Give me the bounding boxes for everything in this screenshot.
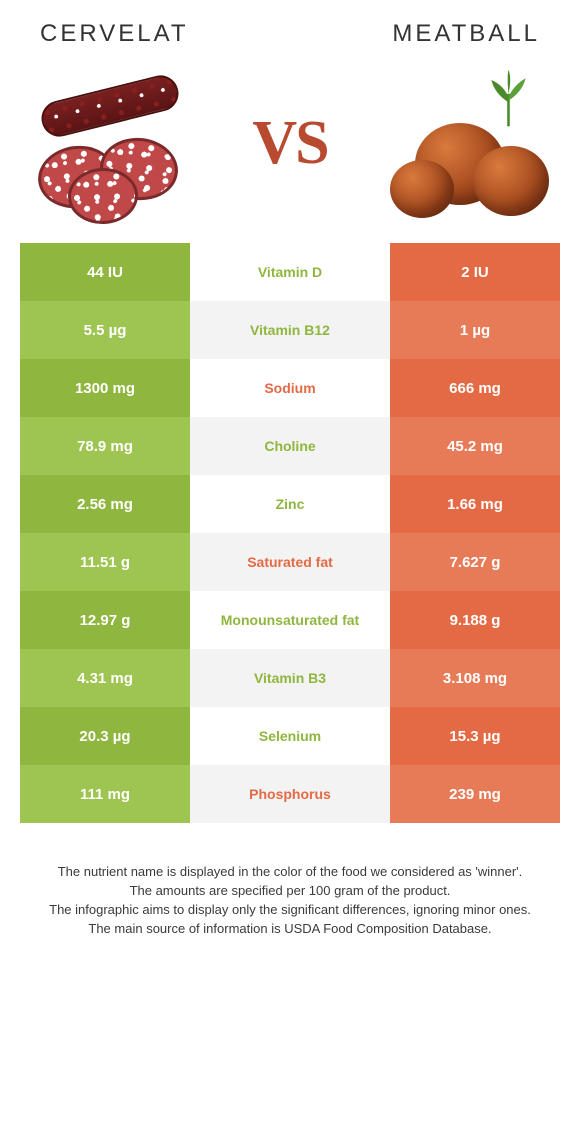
meatball-icon — [390, 160, 454, 218]
cell-right-value: 2 IU — [390, 243, 560, 301]
footnote-line: The main source of information is USDA F… — [20, 920, 560, 939]
footnote-line: The infographic aims to display only the… — [20, 901, 560, 920]
table-row: 44 IUVitamin D2 IU — [20, 243, 560, 301]
cell-right-value: 1.66 mg — [390, 475, 560, 533]
salami-slice-icon — [67, 167, 139, 225]
cell-left-value: 111 mg — [20, 765, 190, 823]
title-left: Cervelat — [40, 20, 189, 48]
cell-nutrient-name: Choline — [190, 417, 390, 475]
cell-nutrient-name: Monounsaturated fat — [190, 591, 390, 649]
footnote-block: The nutrient name is displayed in the co… — [20, 863, 560, 938]
vs-label: VS — [252, 108, 327, 179]
hero-row: VS — [0, 58, 580, 243]
table-row: 111 mgPhosphorus239 mg — [20, 765, 560, 823]
cell-right-value: 666 mg — [390, 359, 560, 417]
table-row: 78.9 mgCholine45.2 mg — [20, 417, 560, 475]
cell-left-value: 11.51 g — [20, 533, 190, 591]
parsley-icon — [481, 68, 536, 128]
meatball-image — [385, 68, 550, 218]
comparison-table: 44 IUVitamin D2 IU5.5 µgVitamin B121 µg1… — [20, 243, 560, 823]
table-row: 12.97 gMonounsaturated fat9.188 g — [20, 591, 560, 649]
footnote-line: The amounts are specified per 100 gram o… — [20, 882, 560, 901]
titles-row: Cervelat Meatball — [0, 0, 580, 58]
cell-left-value: 2.56 mg — [20, 475, 190, 533]
cell-left-value: 44 IU — [20, 243, 190, 301]
meatball-icon — [473, 146, 549, 216]
cell-left-value: 4.31 mg — [20, 649, 190, 707]
table-row: 1300 mgSodium666 mg — [20, 359, 560, 417]
cell-nutrient-name: Vitamin B12 — [190, 301, 390, 359]
salami-stick-icon — [38, 72, 183, 141]
infographic: Cervelat Meatball VS 44 IUVitamin D2 IU5… — [0, 0, 580, 938]
table-row: 4.31 mgVitamin B33.108 mg — [20, 649, 560, 707]
cell-nutrient-name: Selenium — [190, 707, 390, 765]
cell-nutrient-name: Vitamin D — [190, 243, 390, 301]
cell-right-value: 1 µg — [390, 301, 560, 359]
cell-nutrient-name: Vitamin B3 — [190, 649, 390, 707]
cell-right-value: 45.2 mg — [390, 417, 560, 475]
table-row: 20.3 µgSelenium15.3 µg — [20, 707, 560, 765]
title-right: Meatball — [392, 20, 540, 48]
cell-left-value: 78.9 mg — [20, 417, 190, 475]
cell-right-value: 3.108 mg — [390, 649, 560, 707]
cell-left-value: 20.3 µg — [20, 707, 190, 765]
cell-left-value: 12.97 g — [20, 591, 190, 649]
table-row: 11.51 gSaturated fat7.627 g — [20, 533, 560, 591]
cell-right-value: 7.627 g — [390, 533, 560, 591]
table-row: 5.5 µgVitamin B121 µg — [20, 301, 560, 359]
cell-right-value: 239 mg — [390, 765, 560, 823]
cell-right-value: 9.188 g — [390, 591, 560, 649]
table-row: 2.56 mgZinc1.66 mg — [20, 475, 560, 533]
cell-left-value: 1300 mg — [20, 359, 190, 417]
cell-nutrient-name: Saturated fat — [190, 533, 390, 591]
cell-left-value: 5.5 µg — [20, 301, 190, 359]
cervelat-image — [30, 68, 195, 218]
cell-nutrient-name: Phosphorus — [190, 765, 390, 823]
cell-nutrient-name: Sodium — [190, 359, 390, 417]
cell-nutrient-name: Zinc — [190, 475, 390, 533]
footnote-line: The nutrient name is displayed in the co… — [20, 863, 560, 882]
cell-right-value: 15.3 µg — [390, 707, 560, 765]
